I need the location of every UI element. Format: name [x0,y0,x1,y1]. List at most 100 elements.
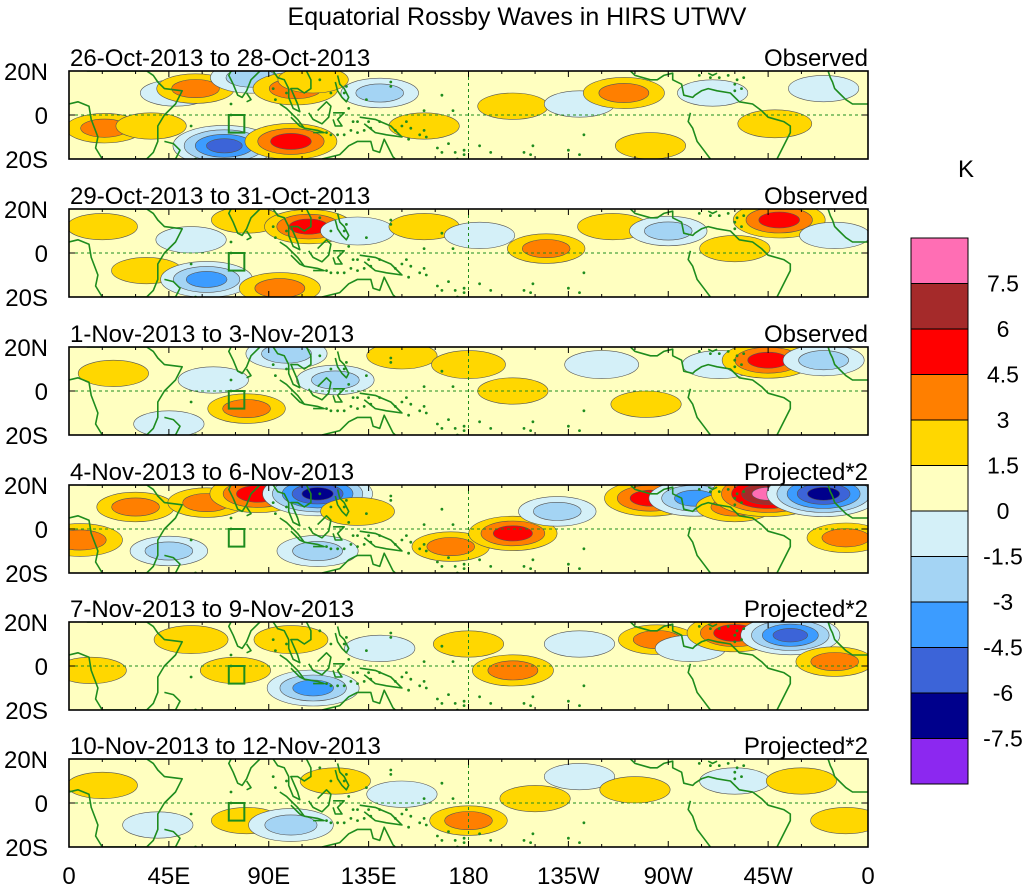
island [365,98,368,101]
island [407,413,410,417]
island [342,684,346,688]
island [274,649,277,652]
island [362,405,366,408]
island [274,236,277,239]
island [285,91,288,95]
island [189,262,193,266]
coastline [308,376,332,401]
coastline [334,763,350,791]
island [318,629,322,633]
island [362,680,366,683]
y-tick-label: 20N [4,335,48,362]
island [440,781,444,785]
island [489,427,493,430]
field-anomaly [115,112,187,140]
island [271,87,275,90]
island [424,411,428,415]
island [389,223,393,226]
field-anomaly [69,523,123,557]
island [318,354,322,358]
island [717,764,721,767]
island [400,262,404,266]
island [453,427,457,430]
island [529,567,532,570]
field-anomaly [810,807,868,835]
island [522,839,526,842]
island [740,87,743,90]
island [329,367,333,371]
coastline [629,71,792,159]
coastline [245,780,252,791]
island [478,144,481,148]
island [318,78,322,82]
island [478,420,481,424]
coastline [228,347,261,375]
island [740,775,743,778]
island [389,768,393,772]
island [735,629,739,633]
field-anomaly [543,763,615,791]
island [274,98,277,101]
island [271,775,275,778]
field-anomaly [615,132,686,159]
coastline [687,663,712,710]
island [229,653,233,657]
island [462,562,466,566]
island [367,120,370,123]
island [407,137,410,141]
island [709,490,712,493]
field-anomaly [366,780,438,808]
reference-box [227,252,246,272]
map-panel-1 [68,70,869,160]
island [400,400,404,404]
island [462,429,466,432]
field-anomaly [344,634,416,662]
coastline [359,804,403,826]
colorbar-swatch [910,328,969,375]
coastline [332,111,346,127]
island [740,363,743,366]
island [271,638,275,641]
island [478,832,481,836]
field-anomaly [207,393,286,424]
island [422,797,426,800]
colorbar-label: -4.5 [983,635,1023,661]
island [436,422,439,426]
field-anomaly [172,125,277,159]
island [742,627,746,630]
island [329,821,333,825]
island [733,777,737,781]
field-anomaly [677,79,749,107]
coastline [707,486,718,491]
coastline [164,554,181,573]
island [742,490,746,493]
coastline [304,265,325,272]
island [342,367,346,371]
island [447,280,450,283]
island [733,503,737,507]
coastline [272,71,312,113]
island [440,565,444,568]
field-anomaly [499,785,571,813]
coastline [164,828,181,847]
field-anomaly [69,771,138,799]
colorbar-label: -7.5 [983,726,1023,752]
island [735,492,739,496]
island [393,817,397,820]
island [378,120,382,123]
y-tick-label: 20N [4,473,48,500]
island [409,402,413,406]
island [189,675,193,679]
island [451,797,455,800]
coastline [321,552,396,573]
island [462,704,466,707]
field-anomaly [77,359,149,387]
island [424,549,428,553]
island [726,625,730,628]
island [365,512,368,515]
field-anomaly [782,347,865,377]
island [400,812,404,816]
coastline [245,506,252,517]
island [347,245,351,248]
field-anomaly [799,221,868,249]
